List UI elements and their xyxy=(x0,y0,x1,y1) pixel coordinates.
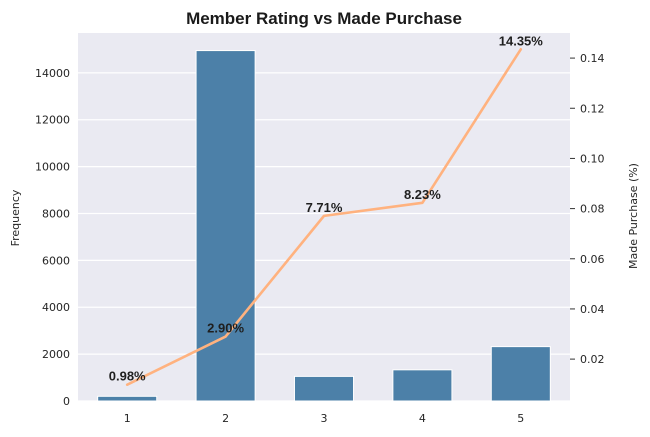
y-axis-ticks: 0 2000 4000 6000 8000 10000 12000 14000 xyxy=(35,67,70,408)
chart-title: Member Rating vs Made Purchase xyxy=(186,9,462,28)
y2-tick-label: 0.14 xyxy=(580,52,605,65)
line-series xyxy=(125,48,523,386)
y2-axis-ticks: 0.02 0.04 0.06 0.08 0.10 0.12 0.14 xyxy=(570,52,605,366)
x-tick-label: 4 xyxy=(419,412,426,425)
y2-axis-label: Made Purchase (%) xyxy=(627,163,640,269)
x-axis-ticks: 1 2 3 4 5 xyxy=(124,412,525,425)
y2-tick-label: 0.04 xyxy=(580,303,605,316)
y-tick-label: 14000 xyxy=(35,67,70,80)
bar xyxy=(392,369,453,402)
bar-series xyxy=(97,50,551,402)
y-tick-label: 0 xyxy=(63,395,70,408)
y-tick-label: 8000 xyxy=(42,207,70,220)
bar xyxy=(293,375,355,402)
y2-tick-label: 0.12 xyxy=(580,102,605,115)
data-label: 2.90% xyxy=(207,321,244,336)
y-axis-label: Frequency xyxy=(9,189,22,246)
bar xyxy=(97,395,158,402)
y2-tick-label: 0.08 xyxy=(580,203,605,216)
data-label: 7.71% xyxy=(306,200,343,215)
data-label: 0.98% xyxy=(109,369,146,384)
data-label: 8.23% xyxy=(404,187,441,202)
grid-lines xyxy=(78,72,570,402)
y-tick-label: 10000 xyxy=(35,161,70,174)
data-label: 14.35% xyxy=(499,33,544,48)
y-tick-label: 2000 xyxy=(42,348,70,361)
y2-tick-label: 0.10 xyxy=(580,152,605,165)
x-tick-label: 2 xyxy=(222,412,229,425)
y2-tick-label: 0.06 xyxy=(580,253,605,266)
x-tick-label: 3 xyxy=(321,412,328,425)
y2-tick-label: 0.02 xyxy=(580,353,605,366)
bar xyxy=(195,50,256,402)
bar xyxy=(490,346,551,402)
data-labels: 0.98% 2.90% 7.71% 8.23% 14.35% xyxy=(109,33,544,383)
y-tick-label: 4000 xyxy=(42,301,70,314)
x-tick-label: 5 xyxy=(517,412,524,425)
x-tick-label: 1 xyxy=(124,412,131,425)
y-tick-label: 6000 xyxy=(42,254,70,267)
y-tick-label: 12000 xyxy=(35,114,70,127)
